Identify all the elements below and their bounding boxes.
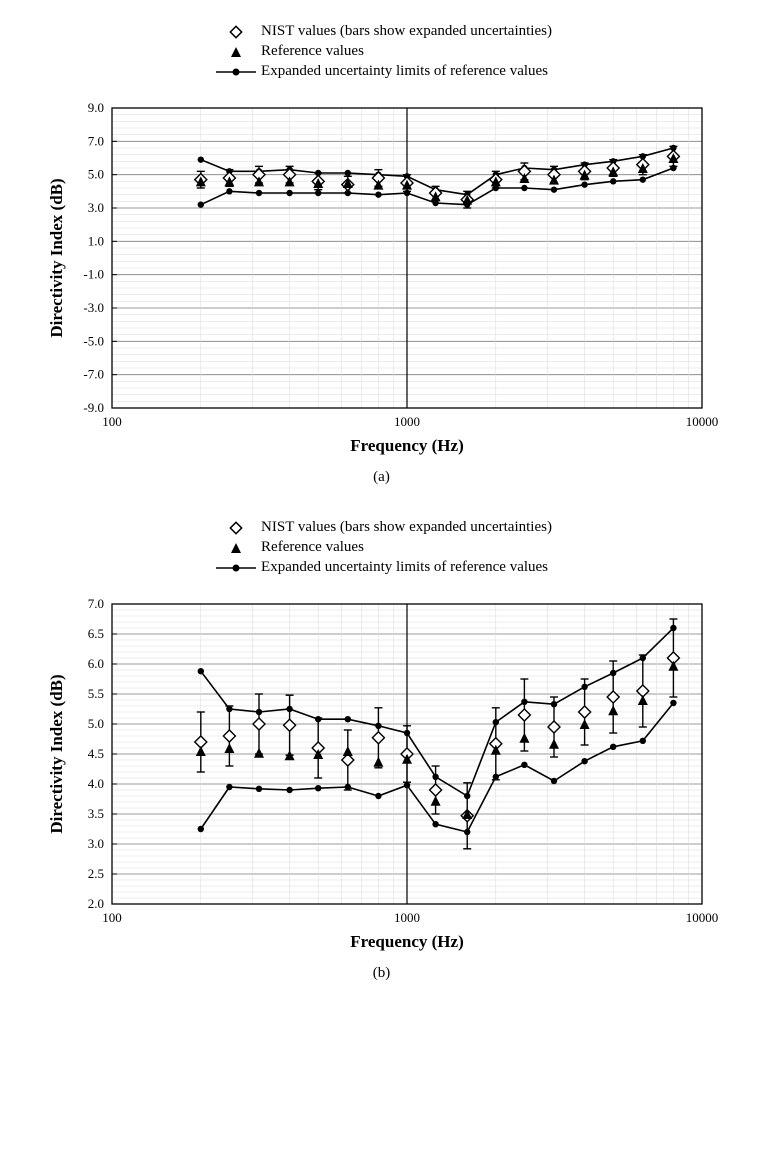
legend-row-ref: Reference values bbox=[211, 43, 552, 60]
chart-a-legend: NIST values (bars show expanded uncertai… bbox=[211, 20, 552, 83]
svg-text:3.5: 3.5 bbox=[87, 806, 103, 821]
svg-text:Frequency (Hz): Frequency (Hz) bbox=[350, 932, 463, 951]
chart-a-svg: -9.0 -7.0 -5.0 -3.0 -1.0 1.0 3.0 5.0 7.0 9.0 100 10… bbox=[42, 93, 722, 463]
svg-text:100: 100 bbox=[102, 910, 122, 925]
legend-nist-label: NIST values (bars show expanded uncertai… bbox=[261, 23, 552, 40]
legend-row-ref-b: Reference values bbox=[211, 539, 552, 556]
svg-text:-5.0: -5.0 bbox=[83, 333, 104, 348]
chart-b-svg: 2.0 2.5 3.0 3.5 4.0 4.5 5.0 5.5 6.0 6.5 7.0 100 1000… bbox=[42, 589, 722, 959]
svg-text:-7.0: -7.0 bbox=[83, 367, 104, 382]
svg-text:3.0: 3.0 bbox=[87, 836, 103, 851]
legend-ref-label: Reference values bbox=[261, 43, 364, 60]
svg-text:7.0: 7.0 bbox=[87, 596, 103, 611]
diamond-icon bbox=[211, 521, 261, 535]
diamond-icon bbox=[211, 25, 261, 39]
svg-text:10000: 10000 bbox=[685, 910, 718, 925]
svg-text:5.0: 5.0 bbox=[87, 167, 103, 182]
line-circle-icon bbox=[211, 65, 261, 79]
legend-row-nist-b: NIST values (bars show expanded uncertai… bbox=[211, 519, 552, 536]
svg-text:9.0: 9.0 bbox=[87, 100, 103, 115]
triangle-icon bbox=[211, 45, 261, 59]
svg-text:-1.0: -1.0 bbox=[83, 267, 104, 282]
svg-text:1000: 1000 bbox=[394, 414, 420, 429]
svg-text:1.0: 1.0 bbox=[87, 233, 103, 248]
chart-b-sublabel: (b) bbox=[20, 965, 743, 982]
legend-nist-label-b: NIST values (bars show expanded uncertai… bbox=[261, 519, 552, 536]
svg-text:Frequency (Hz): Frequency (Hz) bbox=[350, 436, 463, 455]
legend-limits-label-b: Expanded uncertainty limits of reference… bbox=[261, 559, 548, 576]
legend-ref-label-b: Reference values bbox=[261, 539, 364, 556]
chart-b-block: NIST values (bars show expanded uncertai… bbox=[20, 516, 743, 982]
svg-text:6.5: 6.5 bbox=[87, 626, 103, 641]
svg-text:100: 100 bbox=[102, 414, 122, 429]
svg-text:1000: 1000 bbox=[394, 910, 420, 925]
svg-text:Directivity Index (dB): Directivity Index (dB) bbox=[47, 178, 66, 337]
svg-text:3.0: 3.0 bbox=[87, 200, 103, 215]
svg-text:-3.0: -3.0 bbox=[83, 300, 104, 315]
line-circle-icon bbox=[211, 561, 261, 575]
svg-text:4.5: 4.5 bbox=[87, 746, 103, 761]
svg-text:5.5: 5.5 bbox=[87, 686, 103, 701]
chart-a-sublabel: (a) bbox=[20, 469, 743, 486]
legend-row-nist: NIST values (bars show expanded uncertai… bbox=[211, 23, 552, 40]
svg-text:Directivity Index (dB): Directivity Index (dB) bbox=[47, 674, 66, 833]
legend-limits-label: Expanded uncertainty limits of reference… bbox=[261, 63, 548, 80]
legend-row-limits: Expanded uncertainty limits of reference… bbox=[211, 63, 552, 80]
chart-a-block: NIST values (bars show expanded uncertai… bbox=[20, 20, 743, 486]
svg-text:-9.0: -9.0 bbox=[83, 400, 104, 415]
legend-row-limits-b: Expanded uncertainty limits of reference… bbox=[211, 559, 552, 576]
svg-text:5.0: 5.0 bbox=[87, 716, 103, 731]
svg-text:2.0: 2.0 bbox=[87, 896, 103, 911]
svg-text:7.0: 7.0 bbox=[87, 133, 103, 148]
svg-text:4.0: 4.0 bbox=[87, 776, 103, 791]
svg-text:2.5: 2.5 bbox=[87, 866, 103, 881]
chart-b-legend: NIST values (bars show expanded uncertai… bbox=[211, 516, 552, 579]
svg-text:6.0: 6.0 bbox=[87, 656, 103, 671]
svg-text:10000: 10000 bbox=[685, 414, 718, 429]
triangle-icon bbox=[211, 541, 261, 555]
